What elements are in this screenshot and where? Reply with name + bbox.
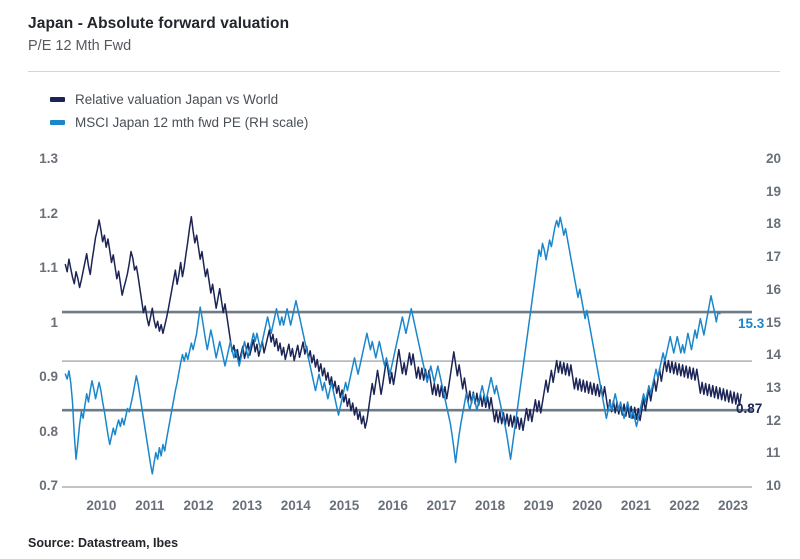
legend-item[interactable]: Relative valuation Japan vs World: [50, 90, 308, 109]
y-axis-left-tick-label: 1.2: [39, 205, 58, 221]
x-axis-tick-label: 2013: [232, 498, 263, 513]
y-axis-left-tick-label: 1.1: [39, 260, 58, 275]
legend-item-label: Relative valuation Japan vs World: [75, 92, 279, 107]
x-axis-tick-label: 2018: [475, 498, 506, 513]
y-axis-right-tick-label: 19: [766, 183, 782, 199]
x-axis-tick-label: 2014: [280, 498, 311, 513]
x-axis-tick-label: 2012: [183, 498, 214, 513]
page-title: Japan - Absolute forward valuation: [28, 15, 290, 32]
series-line-navy: [64, 215, 742, 432]
chart-subtitle: P/E 12 Mth Fwd: [28, 38, 132, 54]
y-axis-right-tick-label: 11: [766, 445, 781, 461]
y-axis-right-tick-label: 16: [766, 281, 782, 297]
x-axis-tick-label: 2010: [86, 498, 117, 513]
x-axis-tick-label: 2021: [620, 498, 651, 513]
y-axis-left-tick-label: 1.3: [39, 151, 58, 166]
legend-item[interactable]: MSCI Japan 12 mth fwd PE (RH scale): [50, 113, 308, 132]
y-axis-right-tick-label: 15: [766, 314, 782, 330]
chart-legend: Relative valuation Japan vs World MSCI Ja…: [50, 90, 308, 136]
line-swatch-blue-icon: [50, 120, 65, 125]
y-axis-right-tick-label: 13: [766, 379, 782, 395]
x-axis-tick-label: 2019: [523, 498, 554, 513]
x-axis-tick-label: 2023: [718, 498, 749, 513]
y-axis-right-tick-label: 14: [766, 347, 782, 363]
source-note: Source: Datastream, Ibes: [28, 536, 179, 550]
x-axis-tick-label: 2020: [572, 498, 603, 513]
series-line-blue: [64, 216, 721, 475]
y-axis-right-tick-label: 17: [766, 249, 782, 265]
x-axis-tick-label: 2022: [669, 498, 700, 513]
x-axis-tick-label: 2015: [329, 498, 360, 513]
y-axis-left-tick-label: 0.8: [39, 423, 58, 439]
y-axis-right-tick-label: 20: [766, 151, 782, 166]
chart-header: Japan - Absolute forward valuation P/E 1…: [28, 14, 772, 56]
navy-endpoint-value: 0.87: [736, 401, 763, 416]
header-divider: [28, 71, 780, 72]
legend-item-label: MSCI Japan 12 mth fwd PE (RH scale): [75, 115, 309, 130]
y-axis-right-tick-label: 10: [766, 478, 782, 493]
x-axis-tick-label: 2017: [426, 498, 457, 513]
y-axis-left-tick-label: 0.9: [39, 369, 58, 384]
blue-endpoint-value: 15.3: [738, 316, 765, 331]
y-axis-right-tick-label: 18: [766, 216, 782, 232]
x-axis-tick-label: 2016: [377, 498, 408, 513]
y-axis-right-tick-label: 12: [766, 412, 782, 428]
y-axis-left-tick-label: 0.7: [39, 478, 58, 493]
line-swatch-navy-icon: [50, 97, 65, 102]
y-axis-left-tick-label: 1: [50, 314, 58, 330]
x-axis-tick-label: 2011: [135, 498, 165, 513]
